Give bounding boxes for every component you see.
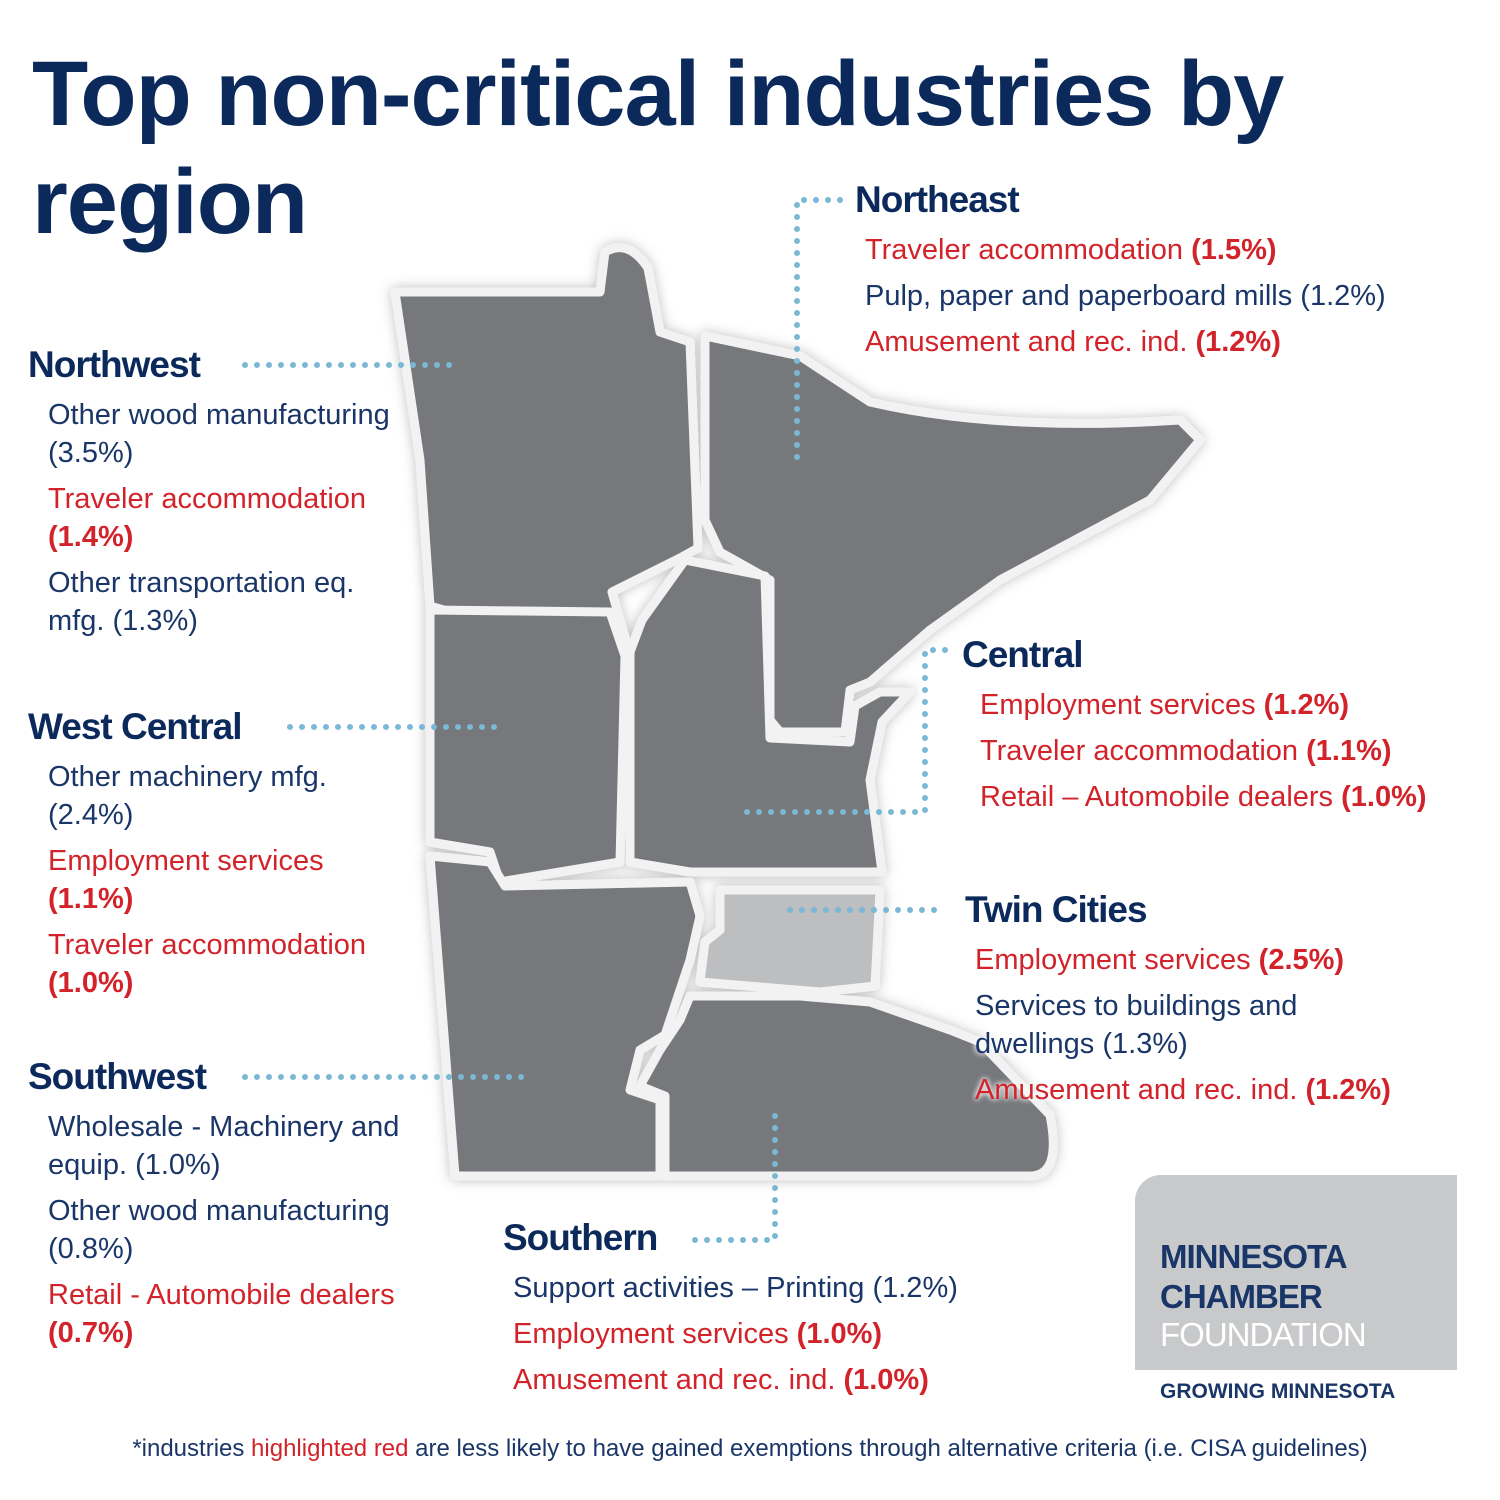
industry-item: Amusement and rec. ind. (1.2%) [865, 323, 1485, 361]
southern-region [635, 991, 1058, 1181]
industry-item: Traveler accommodation (1.1%) [980, 732, 1460, 770]
industry-item: Support activities – Printing (1.2%) [513, 1269, 1073, 1307]
industry-label: Support activities – Printing [513, 1272, 865, 1304]
industry-label: Traveler accommodation [48, 929, 367, 961]
industry-label: Traveler accommodation [48, 483, 367, 515]
industry-label: Employment services [48, 845, 324, 877]
industry-label: Pulp, paper and paperboard mills [865, 280, 1293, 312]
region-name: Northwest [28, 344, 201, 385]
leader-line [794, 197, 843, 465]
industry-item: Other transportation eq. mfg. (1.3%) [48, 564, 408, 640]
industry-item: Pulp, paper and paperboard mills (1.2%) [865, 277, 1485, 315]
industry-share: (1.2%) [872, 1272, 958, 1304]
industry-label: Services to buildings and dwellings [975, 990, 1298, 1060]
industry-item: Retail - Automobile dealers (0.7%) [48, 1276, 418, 1352]
industry-label: Amusement and rec. ind. [975, 1074, 1298, 1106]
industry-item: Other wood manufacturing (3.5%) [48, 396, 408, 472]
logo-text: MINNESOTA [1160, 1238, 1348, 1275]
title: Top non-critical industries by region [32, 43, 1284, 253]
industry-share: (0.7%) [48, 1317, 134, 1349]
industry-share: (1.2%) [1195, 326, 1281, 358]
region-block: Twin Cities Employment services (2.5%) Ser… [965, 887, 1415, 1109]
industry-label: Traveler accommodation [865, 234, 1184, 266]
industry-share: (1.2%) [1300, 280, 1386, 312]
region-name: West Central [28, 706, 243, 747]
industry-label: Employment services [980, 689, 1256, 721]
region-block: Central Employment services (1.2%) Travele… [962, 632, 1460, 816]
logo-tagline: GROWING MINNESOTA [1160, 1380, 1396, 1403]
logo-text: FOUNDATION [1160, 1316, 1367, 1353]
industry-label: Wholesale - Machinery and equip. [48, 1111, 400, 1181]
region-name: Southern [503, 1217, 658, 1258]
industry-item: Other wood manufacturing (0.8%) [48, 1192, 418, 1268]
industry-item: Traveler accommodation (1.0%) [48, 926, 388, 1002]
industry-share: (1.3%) [112, 605, 198, 637]
industry-share: (1.1%) [1306, 735, 1392, 767]
industry-label: Amusement and rec. ind. [513, 1364, 836, 1396]
industry-item: Other machinery mfg. (2.4%) [48, 758, 388, 834]
northeast-region [700, 331, 1205, 737]
region-name: Twin Cities [965, 889, 1148, 930]
region-block: Southern Support activities – Printing (1… [503, 1215, 1073, 1399]
industry-item: Employment services (1.2%) [980, 686, 1460, 724]
industry-item: Services to buildings and dwellings (1.3… [975, 987, 1415, 1063]
industry-share: (1.3%) [1102, 1028, 1188, 1060]
industry-share: (2.4%) [48, 799, 134, 831]
industry-share: (1.0%) [1341, 781, 1427, 813]
region-block: Northeast Traveler accommodation (1.5%) Pu… [855, 177, 1485, 361]
industry-label: Amusement and rec. ind. [865, 326, 1188, 358]
logo-text: CHAMBER [1160, 1278, 1323, 1315]
leader-line [739, 647, 948, 815]
leader-line [692, 1107, 778, 1243]
footnote-text: are less likely to have gained exemption… [415, 1435, 1368, 1462]
industry-item: Wholesale - Machinery and equip. (1.0%) [48, 1108, 418, 1184]
twin-cities-region [695, 885, 885, 997]
industry-share: (1.0%) [843, 1364, 929, 1396]
logo-box [1135, 1175, 1457, 1370]
region-block: Southwest Wholesale - Machinery and equip… [28, 1054, 418, 1352]
industry-item: Employment services (2.5%) [975, 941, 1415, 979]
industry-item: Amusement and rec. ind. (1.2%) [975, 1071, 1415, 1109]
industry-label: Other transportation eq. mfg. [48, 567, 355, 637]
industry-share: (1.4%) [48, 521, 134, 553]
industry-share: (1.1%) [48, 883, 134, 915]
industry-label: Employment services [513, 1318, 789, 1350]
industry-label: Traveler accommodation [980, 735, 1299, 767]
industry-share: (2.5%) [1258, 944, 1345, 976]
industry-item: Employment services (1.1%) [48, 842, 388, 918]
footnote-text: *industries [132, 1435, 245, 1462]
southwest-region [425, 851, 705, 1181]
industry-share: (1.2%) [1305, 1074, 1391, 1106]
industry-share: (1.5%) [1191, 234, 1277, 266]
west-central-region [425, 605, 630, 887]
industry-share: (1.0%) [796, 1318, 883, 1350]
industry-item: Retail – Automobile dealers (1.0%) [980, 778, 1460, 816]
footnote: *industries highlighted red are less lik… [0, 1435, 1500, 1463]
industry-share: (3.5%) [48, 437, 134, 469]
region-name: Central [962, 634, 1083, 675]
region-block: Northwest Other wood manufacturing (3.5%)… [28, 342, 408, 640]
industry-label: Other wood manufacturing [48, 399, 390, 431]
industry-share: (1.2%) [1263, 689, 1350, 721]
footnote-highlight: highlighted red [251, 1435, 409, 1462]
industry-item: Traveler accommodation (1.5%) [865, 231, 1485, 269]
region-name: Southwest [28, 1056, 207, 1097]
industry-share: (0.8%) [48, 1233, 134, 1265]
industry-label: Employment services [975, 944, 1251, 976]
industry-label: Other machinery mfg. [48, 761, 327, 793]
industry-item: Employment services (1.0%) [513, 1315, 1073, 1353]
industry-label: Retail - Automobile dealers [48, 1279, 395, 1311]
industry-item: Traveler accommodation (1.4%) [48, 480, 408, 556]
industry-label: Other wood manufacturing [48, 1195, 390, 1227]
industry-item: Amusement and rec. ind. (1.0%) [513, 1361, 1073, 1399]
region-name: Northeast [855, 179, 1020, 220]
industry-share: (1.0%) [135, 1149, 221, 1181]
industry-label: Retail – Automobile dealers [980, 781, 1334, 813]
region-block: West Central Other machinery mfg. (2.4%) E… [28, 704, 388, 1002]
industry-share: (1.0%) [48, 967, 134, 999]
central-region [625, 555, 915, 877]
